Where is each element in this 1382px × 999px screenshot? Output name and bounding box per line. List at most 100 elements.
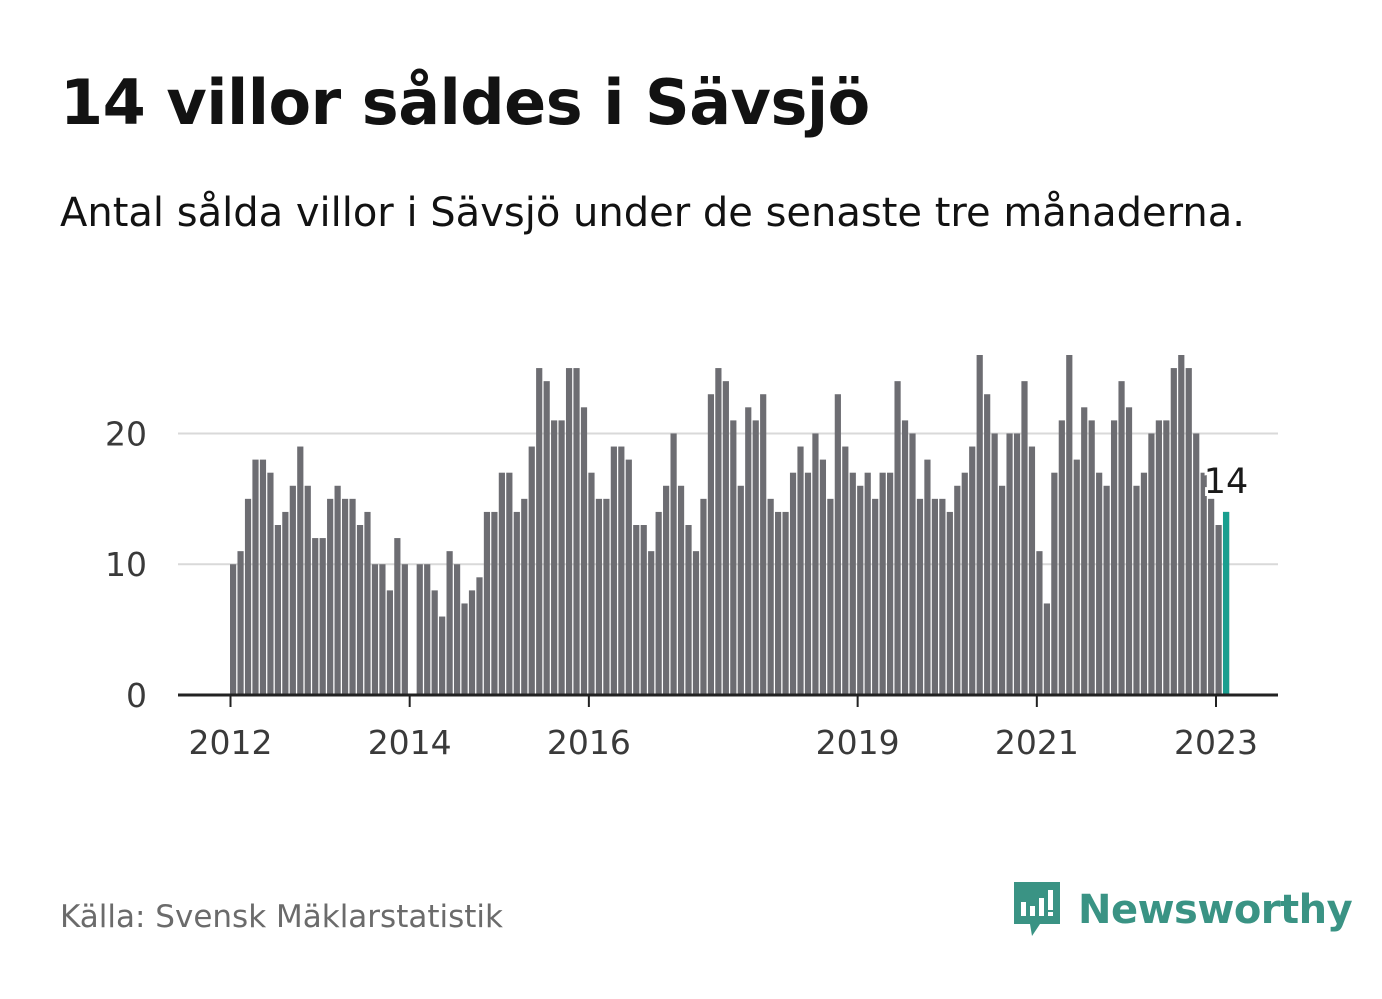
- chart-subtitle: Antal sålda villor i Sävsjö under de sen…: [60, 190, 1245, 236]
- bar: [1006, 433, 1013, 695]
- y-tick-label: 0: [126, 676, 147, 715]
- bar: [1170, 368, 1177, 695]
- bar: [916, 498, 924, 695]
- bar: [543, 381, 550, 695]
- bar: [528, 446, 535, 695]
- bar: [767, 498, 774, 695]
- bar: [1096, 472, 1103, 695]
- bar: [446, 551, 453, 695]
- bar: [924, 459, 931, 695]
- bar: [1200, 472, 1207, 695]
- brand-logo[interactable]: Newsworthy: [1010, 878, 1353, 942]
- bar: [1155, 420, 1162, 695]
- bar: [931, 498, 939, 695]
- bar: [1043, 603, 1050, 695]
- bar: [468, 590, 476, 695]
- bar: [976, 355, 983, 695]
- axes: [178, 693, 1278, 707]
- bar: [491, 511, 498, 695]
- bar: [267, 472, 274, 695]
- bar: [252, 459, 259, 695]
- bar: [297, 446, 304, 695]
- x-tick-label: 2012: [189, 723, 273, 762]
- bar: [789, 472, 797, 695]
- bar: [1163, 420, 1170, 695]
- bar: [804, 472, 812, 695]
- bar: [730, 420, 737, 695]
- bar: [1036, 551, 1043, 695]
- bar: [1021, 381, 1028, 695]
- bar-highlight: [1222, 511, 1230, 695]
- bar: [655, 511, 662, 695]
- bar: [588, 472, 595, 695]
- x-tick-label: 2021: [995, 723, 1079, 762]
- brand-name: Newsworthy: [1078, 887, 1353, 933]
- bar: [282, 511, 289, 695]
- bar: [401, 564, 408, 695]
- bar: [663, 485, 670, 695]
- bar: [304, 485, 311, 695]
- bar: [394, 538, 401, 695]
- bar: [230, 564, 237, 695]
- bar: [341, 498, 349, 695]
- bar: [998, 485, 1006, 695]
- bar: [476, 577, 483, 695]
- bar: [439, 616, 446, 695]
- y-tick-label: 20: [105, 414, 147, 453]
- chart-title: 14 villor såldes i Sävsjö: [60, 66, 870, 139]
- data-label-latest: 14: [1204, 462, 1249, 502]
- x-tick-label: 2016: [547, 723, 631, 762]
- bar: [1208, 498, 1215, 695]
- bar: [872, 498, 879, 695]
- bar: [722, 381, 729, 695]
- bar: [580, 407, 588, 695]
- bar: [506, 472, 513, 695]
- bar: [1215, 525, 1222, 695]
- bar: [1140, 472, 1148, 695]
- bar: [364, 511, 371, 695]
- bar: [984, 394, 991, 695]
- x-tick-label: 2023: [1174, 723, 1258, 762]
- bar: [715, 368, 722, 695]
- bar: [551, 420, 558, 695]
- bar: [513, 511, 520, 695]
- bar: [453, 564, 461, 695]
- bar: [633, 525, 640, 695]
- bar: [312, 538, 319, 695]
- bar: [648, 551, 655, 695]
- bar: [827, 498, 834, 695]
- bar: [565, 368, 573, 695]
- bar: [1081, 407, 1088, 695]
- bar: [1073, 459, 1080, 695]
- bar: [1148, 433, 1155, 695]
- bar: [237, 551, 244, 695]
- bar: [1125, 407, 1133, 695]
- bar: [692, 551, 700, 695]
- bar: [371, 564, 379, 695]
- bar: [834, 394, 841, 695]
- bar: [431, 590, 438, 695]
- bar: [610, 446, 617, 695]
- bar: [1051, 472, 1058, 695]
- bar: [349, 498, 356, 695]
- bar: [797, 446, 804, 695]
- x-tick-label: 2019: [816, 723, 900, 762]
- bar: [379, 564, 386, 695]
- bar: [558, 420, 565, 695]
- bar: [752, 420, 759, 695]
- bar: [289, 485, 296, 695]
- bar: [521, 498, 528, 695]
- bar: [879, 472, 886, 695]
- bar: [498, 472, 505, 695]
- bar: [1103, 485, 1110, 695]
- bar: [618, 446, 625, 695]
- bar: [1088, 420, 1095, 695]
- x-tick-label: 2014: [368, 723, 452, 762]
- bar: [416, 564, 423, 695]
- bar: [760, 394, 767, 695]
- bar: [894, 381, 901, 695]
- bar: [1066, 355, 1073, 695]
- y-tick-label: 10: [105, 545, 147, 584]
